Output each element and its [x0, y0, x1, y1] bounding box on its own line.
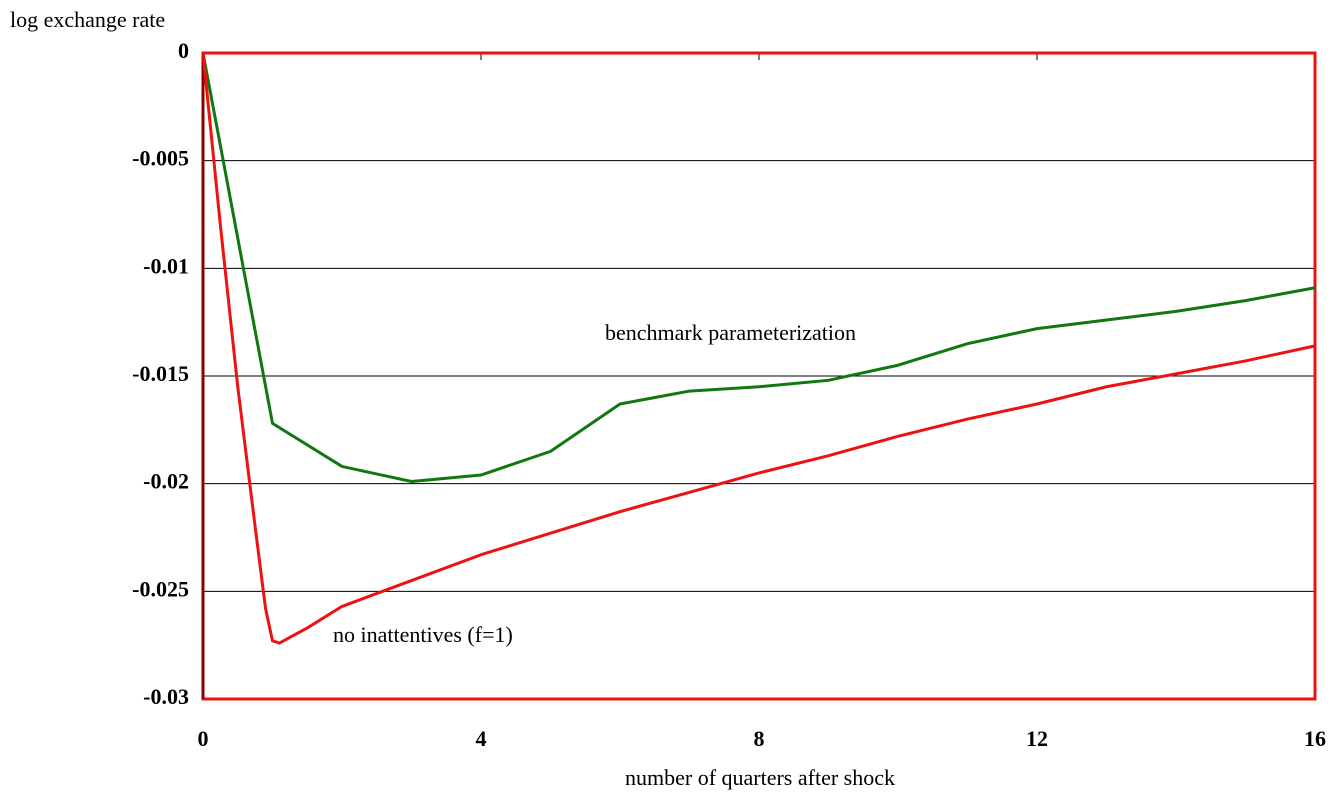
y-tick-label: -0.03 [143, 684, 189, 709]
y-tick-label: -0.025 [132, 576, 189, 601]
y-tick-label: -0.015 [132, 361, 189, 386]
line-series [201, 52, 1316, 645]
y-tick-label: -0.02 [143, 469, 189, 494]
annotation: benchmark parameterization [605, 320, 856, 345]
x-tick-label: 4 [476, 726, 487, 751]
y-tick-label: 0 [178, 38, 189, 63]
x-tick-label: 12 [1026, 726, 1048, 751]
x-axis-label: number of quarters after shock [625, 765, 895, 790]
line-series [201, 52, 1316, 484]
y-tick-label: -0.005 [132, 146, 189, 171]
x-tick-label: 16 [1304, 726, 1326, 751]
y-tick-label: -0.01 [143, 253, 189, 278]
x-tick-label: 0 [198, 726, 209, 751]
x-tick-label: 8 [754, 726, 765, 751]
y-axis-label: log exchange rate [10, 7, 165, 32]
annotation: no inattentives (f=1) [333, 622, 513, 647]
